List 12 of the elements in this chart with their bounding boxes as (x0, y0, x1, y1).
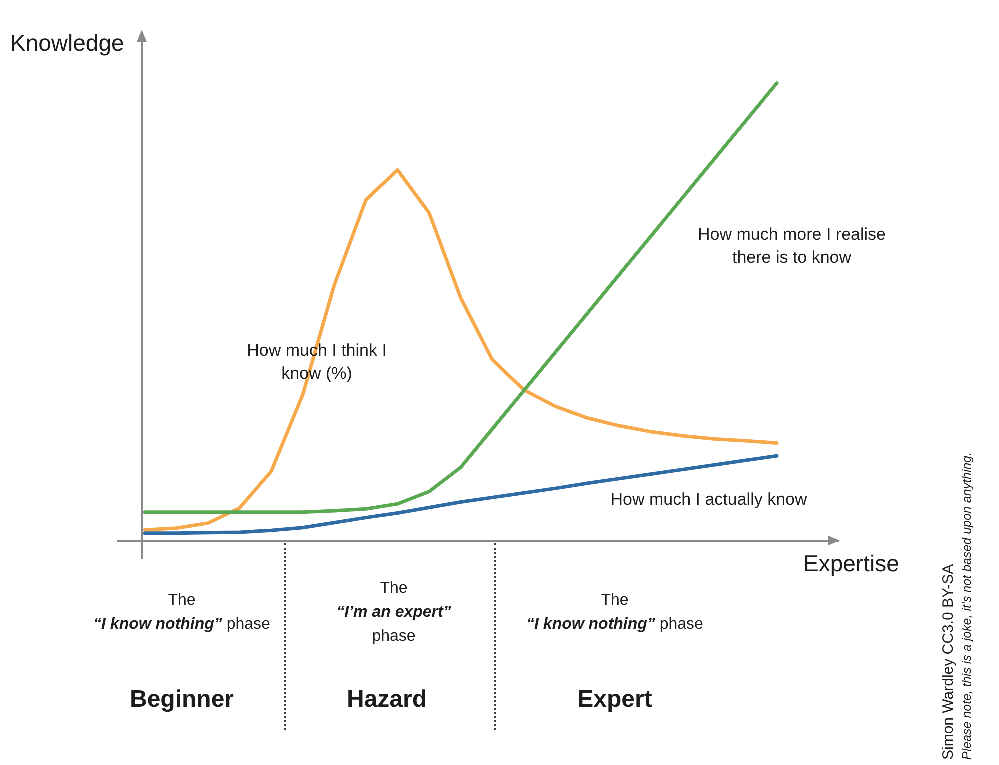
y-axis-title: Knowledge (10, 30, 124, 56)
text: The “I’m an expert” phase (336, 579, 452, 647)
text: Beginner (130, 686, 234, 714)
text: Hazard (346, 686, 428, 714)
text: The “I know nothing” phase (94, 591, 270, 635)
text: Simon Wardley CC3.0 BY-SA (940, 563, 958, 760)
text: The “I know nothing” phase (526, 591, 704, 635)
series-label: How much I actually know (610, 490, 808, 509)
series-label: How much more I realise there is to know (698, 225, 886, 267)
x-axis-title: Expertise (804, 550, 900, 576)
text: Please note, this is a joke, it’s not based upon anything. (959, 452, 975, 760)
text: Expert (578, 686, 652, 714)
